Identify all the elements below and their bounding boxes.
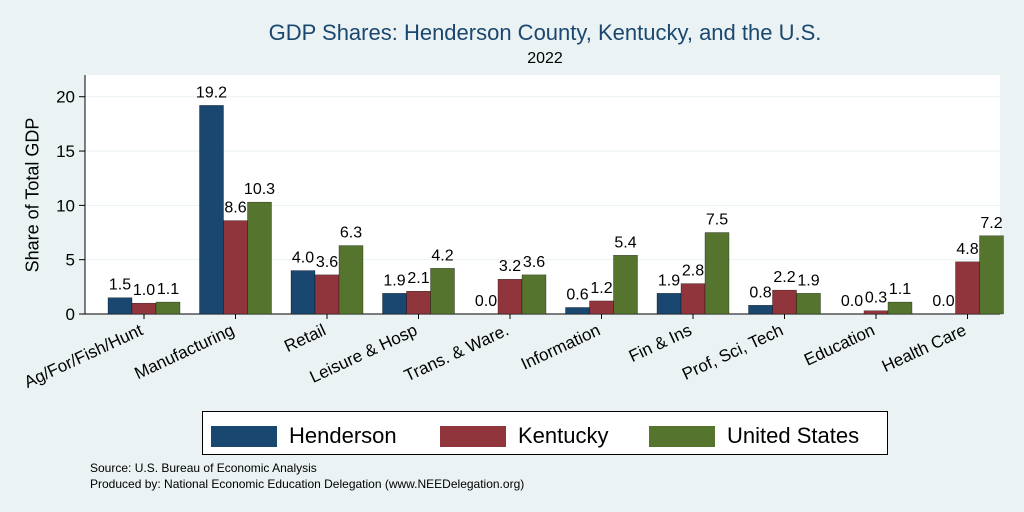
legend-swatch: [440, 425, 506, 447]
data-label: 2.1: [407, 270, 429, 287]
data-label: 0.0: [932, 293, 954, 310]
legend-swatch: [211, 425, 277, 447]
source-line: Source: U.S. Bureau of Economic Analysis: [90, 461, 317, 475]
bar: [107, 297, 133, 315]
bar: [955, 261, 980, 315]
y-tick-label: 5: [66, 251, 75, 270]
source-note: Source: U.S. Bureau of Economic Analysis…: [90, 460, 524, 492]
bar: [796, 293, 821, 315]
chart-legend: Henderson Kentucky United States: [202, 411, 888, 455]
bar: [565, 307, 590, 315]
data-label: 19.2: [196, 84, 227, 101]
data-label: 2.8: [682, 263, 704, 280]
data-label: 3.6: [523, 254, 545, 271]
x-tick-label: Information: [518, 320, 603, 373]
data-label: 1.1: [889, 281, 911, 298]
produced-by-line: Produced by: National Economic Education…: [90, 477, 525, 491]
bar: [613, 255, 638, 315]
data-label: 3.6: [316, 254, 338, 271]
chart-subtitle: 2022: [527, 50, 563, 67]
bar: [704, 232, 730, 315]
bar: [382, 293, 407, 315]
data-label: 3.2: [499, 258, 521, 275]
bar: [290, 270, 316, 315]
data-label: 6.3: [340, 225, 362, 242]
bar: [979, 235, 1004, 315]
data-label: 0.3: [865, 290, 887, 307]
x-tick-label: Prof, Sci, Tech: [679, 320, 786, 383]
bar: [748, 305, 773, 315]
bar: [430, 268, 455, 315]
bar: [131, 302, 157, 315]
data-label: 1.2: [590, 280, 612, 297]
y-tick-label: 15: [56, 142, 75, 161]
data-label: 1.9: [383, 272, 405, 289]
data-label: 0.0: [841, 293, 863, 310]
data-label: 0.6: [566, 286, 588, 303]
data-label: 1.9: [797, 272, 819, 289]
data-label: 10.3: [244, 181, 275, 198]
data-label: 1.9: [658, 272, 680, 289]
data-label: 7.5: [706, 212, 728, 229]
x-tick-label: Retail: [281, 320, 328, 356]
x-tick-label: Manufacturing: [132, 320, 238, 383]
data-label: 1.5: [109, 277, 131, 294]
data-label: 4.0: [292, 250, 314, 267]
x-tick-label: Trans. & Ware.: [401, 320, 511, 385]
bar: [314, 274, 340, 315]
data-label: 2.2: [773, 269, 795, 286]
bar: [772, 289, 797, 315]
bar: [589, 300, 614, 315]
data-label: 8.6: [224, 200, 246, 217]
y-tick-label: 20: [56, 88, 75, 107]
data-label: 1.1: [157, 281, 179, 298]
data-label: 0.8: [749, 284, 771, 301]
data-label: 1.0: [133, 282, 155, 299]
data-label: 4.2: [431, 247, 453, 264]
x-tick-label: Fin & Ins: [626, 320, 695, 366]
legend-item: Kentucky: [440, 423, 609, 449]
legend-swatch: [649, 425, 715, 447]
bar: [247, 201, 272, 315]
legend-item: United States: [649, 423, 859, 449]
bar: [199, 105, 224, 315]
data-label: 0.0: [475, 293, 497, 310]
bar: [338, 245, 364, 315]
legend-label: Henderson: [289, 423, 397, 448]
bar: [406, 291, 431, 315]
bar: [656, 293, 682, 315]
data-label: 5.4: [614, 234, 636, 251]
chart-title: GDP Shares: Henderson County, Kentucky, …: [268, 20, 822, 45]
x-tick-label: Health Care: [879, 320, 969, 376]
x-tick-label: Ag/For/Fish/Hunt: [21, 320, 146, 392]
x-tick-label: Education: [801, 320, 878, 369]
legend-label: Kentucky: [518, 423, 609, 448]
y-tick-label: 10: [56, 196, 75, 215]
legend-item: Henderson: [211, 423, 397, 449]
bar: [887, 301, 913, 315]
bar: [223, 220, 248, 315]
bar: [497, 279, 523, 315]
bar: [680, 283, 706, 315]
data-label: 7.2: [980, 215, 1002, 232]
data-label: 4.8: [956, 241, 978, 258]
legend-label: United States: [727, 423, 860, 448]
y-tick-label: 0: [66, 305, 75, 324]
bar: [863, 310, 889, 315]
bar: [155, 301, 181, 315]
bar: [521, 274, 547, 315]
